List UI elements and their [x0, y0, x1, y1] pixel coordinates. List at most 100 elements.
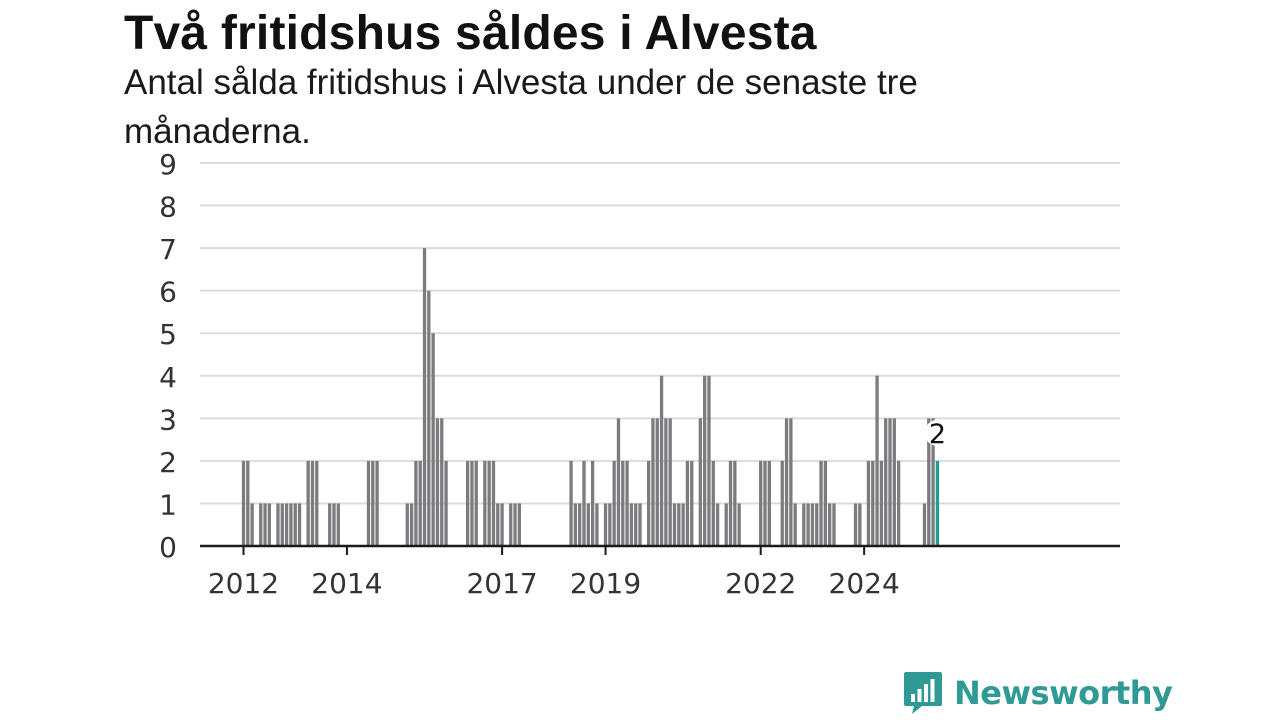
bar	[470, 460, 474, 546]
bar	[681, 503, 685, 546]
bar	[634, 503, 638, 546]
y-tick-label: 6	[159, 276, 177, 309]
bars	[241, 248, 940, 547]
bar	[487, 460, 491, 546]
y-tick-label: 3	[159, 403, 177, 436]
bar	[763, 460, 767, 546]
chart-title: Två fritidshus såldes i Alvesta	[124, 7, 817, 60]
bar	[621, 460, 625, 546]
bar	[409, 503, 414, 546]
y-tick-label: 0	[159, 531, 177, 564]
bar	[608, 503, 612, 546]
bar	[612, 460, 616, 546]
bar	[685, 460, 690, 546]
bar	[690, 460, 694, 546]
bar	[823, 460, 827, 546]
bar	[293, 503, 297, 546]
bar	[707, 375, 711, 546]
data-labels: 2	[924, 419, 951, 450]
y-tick-label: 1	[159, 488, 177, 521]
bar	[672, 503, 677, 546]
bar	[332, 503, 336, 546]
bar	[651, 418, 655, 546]
bar	[586, 503, 590, 546]
bar	[875, 375, 879, 546]
bar	[616, 418, 621, 546]
bar	[250, 503, 254, 546]
y-tick-label: 2	[159, 446, 177, 479]
y-tick-label: 7	[159, 233, 177, 266]
bar	[267, 503, 272, 546]
bar	[802, 503, 806, 546]
bar	[711, 460, 715, 546]
bar	[582, 460, 586, 546]
bar	[496, 503, 500, 546]
bar	[793, 503, 797, 546]
bar	[703, 375, 707, 546]
bar	[828, 503, 832, 546]
bar	[759, 460, 763, 546]
logo-text: Newsworthy	[954, 674, 1173, 712]
bar	[435, 418, 440, 546]
bar	[513, 503, 517, 546]
x-tick-label: 2012	[208, 567, 279, 600]
bar	[625, 460, 629, 546]
bar	[737, 503, 741, 546]
bar	[668, 418, 672, 546]
bar	[698, 418, 703, 546]
bar	[431, 333, 435, 546]
bar	[819, 460, 823, 546]
bar-chart-icon	[904, 672, 942, 714]
bar	[871, 460, 875, 546]
bar	[440, 418, 444, 546]
bar	[573, 503, 578, 546]
x-tick-label: 2014	[311, 567, 382, 600]
bar	[603, 503, 608, 546]
bar	[815, 503, 819, 546]
y-tick-label: 8	[159, 191, 177, 224]
bar	[638, 503, 642, 546]
bar	[767, 460, 771, 546]
bar	[896, 460, 901, 546]
bar	[297, 503, 302, 546]
x-tick-label: 2019	[570, 567, 641, 600]
bar	[728, 460, 733, 546]
bar	[276, 503, 280, 546]
bar	[509, 503, 513, 546]
x-tick-label: 2017	[466, 567, 537, 600]
y-tick-label: 5	[159, 318, 177, 351]
bar	[922, 503, 927, 546]
bar	[465, 460, 470, 546]
bar	[931, 418, 935, 546]
bar	[595, 503, 599, 546]
bar	[784, 418, 789, 546]
x-tick-label: 2022	[725, 567, 796, 600]
bar	[444, 460, 448, 546]
x-tick-label: 2024	[829, 567, 900, 600]
bar	[315, 460, 319, 546]
bar	[263, 503, 267, 546]
x-axis-ticks: 2012 2014 2017 2019 2022 2024	[208, 546, 900, 600]
bar	[328, 503, 332, 546]
bar	[483, 460, 487, 546]
bar	[569, 460, 573, 546]
bar	[879, 460, 884, 546]
bar	[884, 418, 888, 546]
bar	[306, 460, 310, 546]
bar	[853, 503, 858, 546]
bar	[590, 460, 595, 546]
gridlines	[200, 162, 1120, 505]
bar	[289, 503, 293, 546]
bar	[888, 418, 892, 546]
y-tick-label: 4	[159, 361, 177, 394]
bar	[246, 460, 250, 546]
bar	[375, 460, 379, 546]
bar	[427, 290, 431, 546]
bar	[241, 460, 246, 546]
bar	[789, 418, 793, 546]
newsworthy-logo: Newsworthy	[902, 670, 1173, 716]
bar	[806, 503, 810, 546]
bar	[659, 375, 664, 546]
bar	[866, 460, 871, 546]
